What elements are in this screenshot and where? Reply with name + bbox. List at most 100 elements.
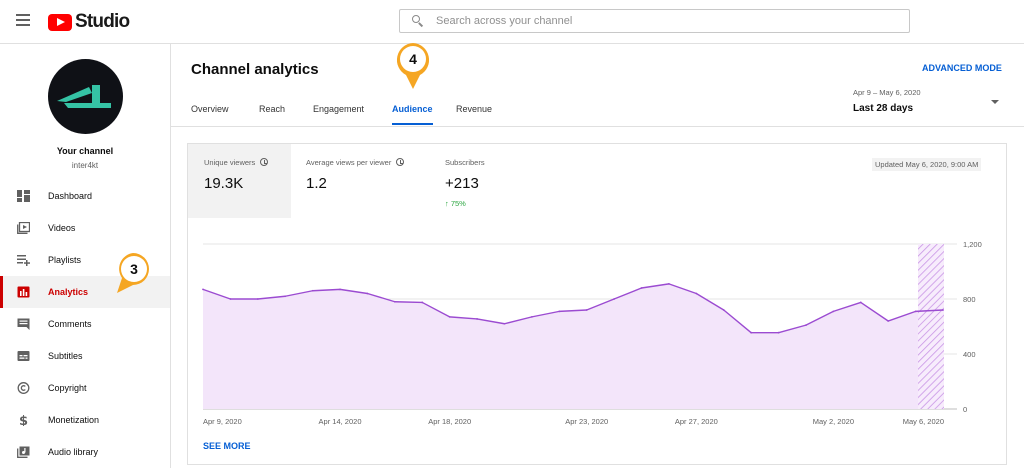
clock-icon (396, 158, 405, 166)
sidebar-item-label: Comments (48, 319, 92, 329)
callout-number: 3 (130, 261, 138, 277)
data-point (339, 288, 341, 291)
top-bar: Studio (0, 0, 1024, 44)
sidebar-item-label: Dashboard (48, 191, 93, 201)
tab-revenue[interactable]: Revenue (456, 104, 493, 114)
audio-library-icon (17, 446, 30, 458)
data-point (750, 331, 753, 334)
tab-audience[interactable]: Audience (392, 104, 433, 126)
sidebar-item-playlists[interactable]: Playlists (0, 244, 170, 276)
metric-value: +213 (445, 175, 479, 192)
sidebar-item-label: Analytics (48, 287, 89, 297)
sidebar-item-comments[interactable]: Comments (0, 308, 170, 340)
analytics-icon (17, 286, 30, 298)
x-tick-label: Apr 27, 2020 (675, 417, 718, 426)
callout-number: 4 (409, 51, 417, 67)
sidebar-item-label: Videos (48, 223, 76, 233)
metric-label: Average views per viewer (306, 158, 392, 167)
sidebar-item-label: Monetization (48, 415, 100, 425)
sidebar-nav: Dashboard Videos Playlists Analytics Com… (0, 180, 170, 468)
tab-engagement[interactable]: Engagement (313, 104, 365, 114)
sidebar-item-label: Audio library (48, 447, 99, 457)
data-point (832, 310, 835, 313)
sidebar: Your channel inter4kt Dashboard Videos P… (0, 44, 171, 468)
advanced-mode-button[interactable]: ADVANCED MODE (922, 63, 1002, 73)
tutorial-callout-4: 4 (393, 41, 433, 93)
x-tick-label: Apr 18, 2020 (428, 417, 471, 426)
date-range-label: Last 28 days (853, 103, 914, 114)
data-point (722, 309, 725, 311)
data-point (585, 309, 588, 311)
tab-overview[interactable]: Overview (191, 104, 229, 114)
data-point (530, 315, 533, 318)
chevron-down-icon[interactable] (991, 100, 999, 104)
youtube-logo-icon (48, 13, 72, 31)
data-point (284, 295, 287, 298)
x-tick-label: Apr 9, 2020 (203, 417, 242, 426)
date-range-dates: Apr 9 – May 6, 2020 (853, 88, 921, 97)
y-tick-label: 400 (963, 350, 976, 359)
logo-text: Studio (75, 11, 130, 32)
x-tick-label: Apr 23, 2020 (565, 417, 608, 426)
y-tick-label: 0 (963, 405, 967, 414)
data-point (476, 318, 478, 320)
updated-timestamp: Updated May 6, 2020, 9:00 AM (872, 158, 982, 171)
callout-marker-icon (396, 43, 430, 89)
metric-label: Unique viewers (204, 158, 256, 167)
videos-icon (17, 222, 30, 234)
data-point (887, 320, 890, 322)
data-point (393, 300, 396, 303)
data-point (942, 309, 944, 311)
comments-icon (17, 318, 30, 330)
menu-icon[interactable] (16, 14, 30, 26)
subtitles-icon (17, 351, 30, 361)
date-range-selector[interactable]: Apr 9 – May 6, 2020 Last 28 days (853, 88, 921, 114)
callout-marker-icon (117, 253, 149, 293)
sidebar-item-monetization[interactable]: $ Monetization (0, 404, 170, 436)
sidebar-item-audio-library[interactable]: Audio library (0, 436, 170, 468)
search-input[interactable] (436, 15, 896, 27)
channel-title: Your channel (56, 146, 114, 156)
metric-value: 1.2 (306, 175, 327, 192)
channel-avatar[interactable] (48, 59, 123, 134)
tabs-divider (171, 126, 1024, 127)
data-point (202, 288, 204, 291)
data-point (859, 301, 862, 304)
arrow-up-icon: ↑ (445, 199, 449, 208)
search-icon (406, 10, 436, 32)
y-tick-label: 1,200 (963, 240, 982, 249)
series-line (202, 283, 944, 334)
studio-logo[interactable]: Studio (48, 11, 130, 32)
data-point (805, 324, 807, 327)
data-point (256, 298, 259, 300)
data-point (695, 292, 698, 295)
metric-subscribers[interactable]: Subscribers +213 ↑ 75% (431, 144, 541, 218)
sidebar-item-subtitles[interactable]: Subtitles (0, 340, 170, 372)
tab-reach[interactable]: Reach (259, 104, 286, 114)
x-tick-label: May 6, 2020 (903, 417, 944, 426)
y-tick-label: 800 (963, 295, 976, 304)
search-box[interactable] (399, 9, 910, 33)
sidebar-item-videos[interactable]: Videos (0, 212, 170, 244)
sidebar-item-label: Subtitles (48, 351, 83, 361)
data-point (311, 289, 314, 292)
metric-average-views-per-viewer[interactable]: Average views per viewer 1.2 (291, 144, 431, 218)
sidebar-item-copyright[interactable]: Copyright (0, 372, 170, 404)
data-point (421, 301, 424, 304)
page-title: Channel analytics (191, 61, 319, 78)
metric-unique-viewers[interactable]: Unique viewers 19.3K (188, 144, 291, 218)
series-area (203, 283, 943, 409)
data-point (448, 315, 451, 318)
data-point (503, 322, 506, 325)
monetization-icon: $ (19, 414, 28, 426)
data-point (668, 282, 670, 285)
dashboard-icon (17, 190, 30, 202)
sidebar-item-dashboard[interactable]: Dashboard (0, 180, 170, 212)
svg-text:$: $ (19, 414, 28, 426)
data-point (558, 310, 561, 313)
metric-change: 75% (450, 199, 466, 208)
x-tick-label: May 2, 2020 (813, 417, 854, 426)
see-more-link[interactable]: SEE MORE (203, 441, 251, 451)
sidebar-item-label: Copyright (48, 383, 87, 393)
partial-period-band (918, 244, 944, 409)
